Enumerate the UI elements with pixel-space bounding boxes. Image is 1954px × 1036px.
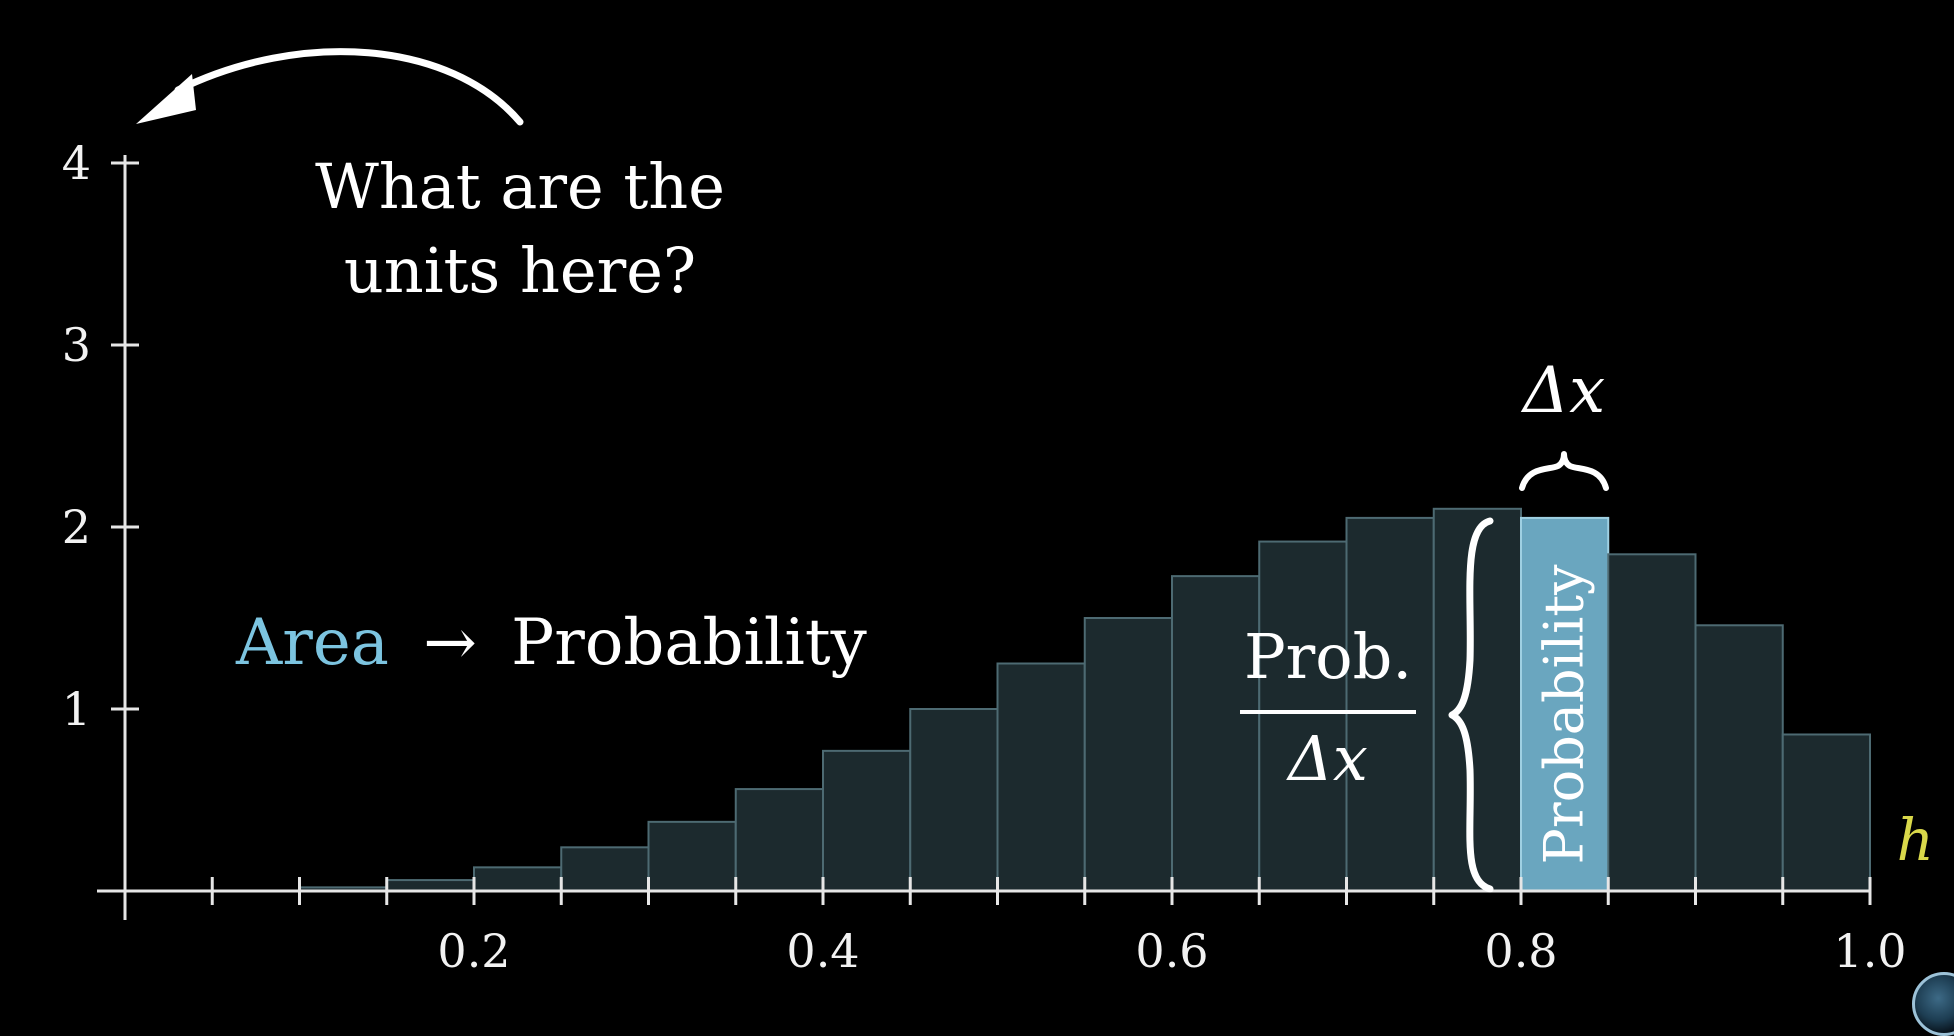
x-tick-label: 0.2 xyxy=(437,924,510,978)
y-tick-label: 4 xyxy=(62,136,91,190)
x-axis-label: h xyxy=(1897,806,1934,874)
histogram-bar xyxy=(996,662,1086,892)
histogram-bar xyxy=(473,866,563,893)
histogram-bar xyxy=(1345,516,1435,893)
histogram-bar xyxy=(1694,624,1784,893)
y-axis-ticks xyxy=(111,161,139,711)
histogram-bar xyxy=(1258,540,1348,892)
arrow-symbol: → xyxy=(423,606,477,680)
fraction-numerator: Prob. xyxy=(1244,620,1412,693)
area-word: Area xyxy=(235,606,389,680)
histogram-bar xyxy=(1432,507,1522,892)
units-question-line1: What are the xyxy=(315,150,725,223)
y-tick-label: 3 xyxy=(62,318,91,372)
histogram-bar xyxy=(647,820,737,893)
y-axis-tick-labels: 1 2 3 4 xyxy=(62,136,91,736)
x-tick-label: 0.6 xyxy=(1135,924,1208,978)
curved-arrow-icon xyxy=(136,48,524,126)
x-tick-label: 0.8 xyxy=(1484,924,1557,978)
histogram-bar xyxy=(909,708,999,892)
area-to-probability-label: Area → Probability xyxy=(235,606,867,680)
histogram-bar xyxy=(1607,553,1697,892)
x-axis-tick-labels: 0.2 0.4 0.6 0.8 1.0 xyxy=(437,924,1906,978)
x-tick-label: 1.0 xyxy=(1833,924,1906,978)
fraction-denominator: Δx xyxy=(1286,722,1368,795)
histogram-bar xyxy=(385,879,475,893)
histogram-bar xyxy=(734,788,824,893)
histogram-bar xyxy=(560,846,650,893)
histogram-bars xyxy=(298,507,1871,893)
x-tick-label: 0.4 xyxy=(786,924,859,978)
density-fraction: Prob. Δx xyxy=(1240,620,1416,795)
histogram-chart: 0.2 0.4 0.6 0.8 1.0 1 2 3 4 h What are the unit… xyxy=(62,48,1934,978)
highlighted-bar-label: Probability xyxy=(1533,564,1596,864)
histogram-bar xyxy=(1781,733,1871,892)
y-tick-label: 1 xyxy=(62,682,91,736)
probability-word: Probability xyxy=(511,606,867,680)
histogram-bar xyxy=(822,749,912,892)
units-question-line2: units here? xyxy=(344,234,696,307)
horizontal-brace-icon xyxy=(1519,451,1609,491)
delta-x-label: Δx xyxy=(1520,354,1605,428)
vertical-brace-icon xyxy=(1448,517,1494,893)
x-axis-ticks xyxy=(210,877,1872,905)
y-tick-label: 2 xyxy=(62,500,91,554)
histogram-bar xyxy=(1083,617,1173,892)
